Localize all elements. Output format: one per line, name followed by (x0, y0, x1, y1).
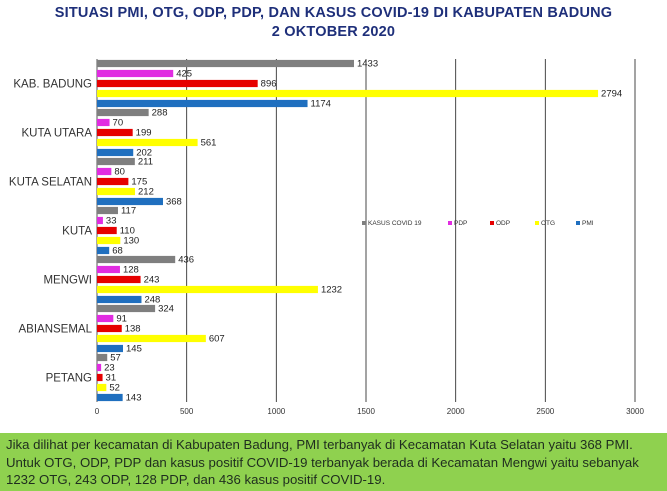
bar (97, 118, 110, 127)
x-tick-label: 500 (180, 407, 194, 416)
bar (97, 324, 122, 333)
data-label: 607 (209, 334, 225, 345)
legend-label: OTG (541, 220, 555, 227)
chart-subtitle: 2 OKTOBER 2020 (271, 24, 396, 40)
data-label: 1433 (357, 59, 378, 70)
bar (97, 353, 108, 362)
x-tick-label: 3000 (626, 407, 644, 416)
bar (97, 79, 258, 88)
bar (97, 206, 118, 215)
legend-label: PDP (454, 220, 467, 227)
bar (97, 295, 142, 304)
bar (97, 167, 112, 176)
category-label: KAB. BADUNG (13, 79, 92, 91)
bar (97, 236, 121, 245)
data-label: 91 (116, 314, 127, 325)
data-label: 211 (138, 157, 153, 168)
bar (97, 69, 174, 78)
bar (97, 246, 110, 255)
data-label: 31 (106, 373, 117, 384)
category-label: PETANG (46, 373, 92, 385)
bar (97, 393, 123, 402)
bar (97, 285, 318, 294)
x-tick-label: 1500 (357, 407, 375, 416)
data-label: 436 (178, 255, 194, 266)
bar (97, 314, 114, 323)
bar (97, 216, 103, 225)
bar (97, 187, 136, 196)
data-label: 145 (126, 344, 142, 355)
category-label: ABIANSEMAL (19, 324, 93, 336)
category-label: KUTA UTARA (22, 128, 93, 140)
bar (97, 197, 163, 206)
bar-chart: 0 500 1000 1500 2000 2500 3000 1433 425 896 2794 11… (9, 59, 645, 416)
legend-swatch (490, 221, 494, 225)
legend-swatch (448, 221, 452, 225)
data-label: 2794 (601, 89, 622, 100)
data-label: 243 (144, 275, 160, 286)
data-label: 561 (201, 138, 217, 149)
legend-label: ODP (496, 220, 510, 227)
chart-title: SITUASI PMI, OTG, ODP, PDP, DAN KASUS CO… (54, 5, 613, 21)
data-label: 130 (123, 236, 139, 247)
data-label: 70 (113, 118, 124, 129)
bar (97, 157, 135, 166)
legend-label: KASUS COVID 19 (368, 220, 422, 227)
x-tick-label: 2000 (447, 407, 465, 416)
data-label: 128 (123, 265, 139, 276)
bar (97, 128, 133, 137)
bar (97, 265, 120, 274)
data-label: 324 (158, 304, 174, 315)
data-label: 23 (104, 363, 115, 374)
data-label: 52 (109, 383, 120, 394)
data-label: 110 (120, 226, 135, 237)
data-label: 33 (106, 216, 117, 227)
data-label: 117 (121, 206, 136, 217)
data-label: 368 (166, 197, 182, 208)
legend-swatch (362, 221, 366, 225)
legend-swatch (576, 221, 580, 225)
bar (97, 255, 176, 264)
data-label: 248 (144, 295, 160, 306)
bar (97, 363, 102, 372)
data-label: 202 (136, 148, 152, 159)
x-tick-label: 0 (95, 407, 100, 416)
bar (97, 344, 124, 353)
bar (97, 177, 129, 186)
category-label: MENGWI (43, 275, 92, 287)
caption-text: Jika dilihat per kecamatan di Kabupaten … (6, 437, 639, 487)
data-label: 175 (131, 177, 147, 188)
data-label: 57 (110, 353, 121, 364)
data-label: 1174 (311, 99, 331, 110)
data-label: 1232 (321, 285, 342, 296)
bar (97, 108, 149, 117)
category-label: KUTA (62, 226, 92, 238)
x-tick-label: 1000 (267, 407, 285, 416)
bar (97, 304, 156, 313)
category-label: KUTA SELATAN (9, 177, 92, 189)
bar (97, 334, 206, 343)
chart-panel: SITUASI PMI, OTG, ODP, PDP, DAN KASUS CO… (0, 0, 667, 433)
data-label: 138 (125, 324, 141, 335)
bar (97, 138, 198, 147)
data-label: 68 (112, 246, 123, 257)
data-label: 80 (114, 167, 125, 178)
data-label: 288 (152, 108, 168, 119)
data-label: 212 (138, 187, 154, 198)
legend-swatch (535, 221, 539, 225)
x-tick-label: 2500 (536, 407, 554, 416)
bar (97, 383, 107, 392)
bar (97, 89, 599, 98)
bar (97, 226, 117, 235)
data-label: 143 (126, 393, 142, 404)
data-label: 896 (261, 79, 277, 90)
bar (97, 373, 103, 382)
bar (97, 59, 354, 68)
bar (97, 99, 308, 108)
bar (97, 148, 134, 157)
legend-label: PMI (582, 220, 594, 227)
bar (97, 275, 141, 284)
data-label: 199 (136, 128, 152, 139)
data-label: 425 (176, 69, 192, 80)
